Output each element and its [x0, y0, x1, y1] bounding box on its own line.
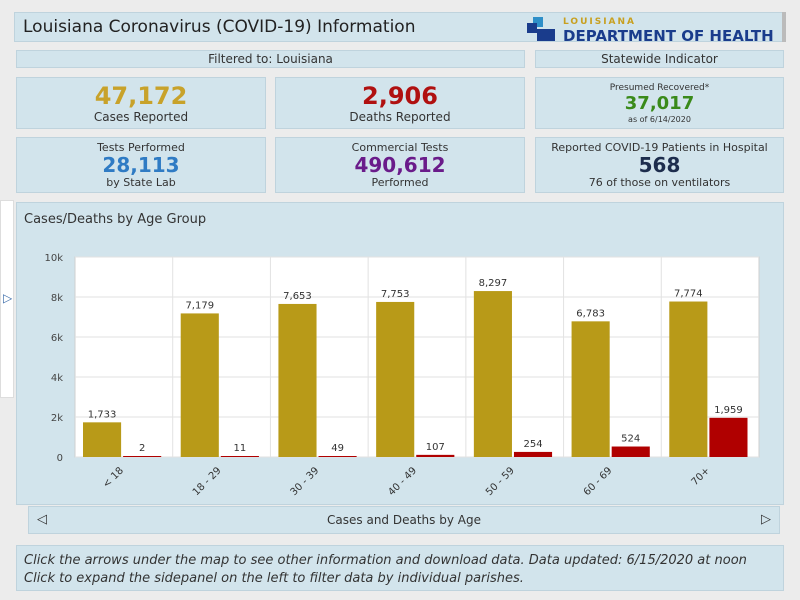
hospital-sublabel: 76 of those on ventilators	[588, 176, 731, 189]
chart-navigation-label: Cases and Deaths by Age	[327, 513, 481, 527]
x-tick-label: 30 - 39	[289, 465, 322, 498]
statewide-indicator-label: Statewide Indicator	[535, 50, 784, 68]
y-tick-label: 0	[57, 453, 63, 464]
cases-bar-label: 7,179	[185, 300, 214, 311]
commercial-sublabel: Performed	[371, 176, 429, 189]
deaths-bar-label: 2	[139, 443, 145, 454]
recovered-value: 37,017	[624, 92, 695, 114]
deaths-bar	[611, 446, 650, 457]
cases-bar-label: 7,653	[283, 291, 312, 302]
deaths-bar-label: 107	[426, 442, 445, 453]
recovered-date: as of 6/14/2020	[628, 114, 691, 124]
deaths-bar-label: 49	[331, 443, 344, 454]
y-tick-label: 10k	[44, 253, 63, 264]
hospital-card: Reported COVID-19 Patients in Hospital 5…	[535, 137, 784, 193]
x-tick-label: 50 - 59	[484, 465, 517, 498]
hospital-label: Reported COVID-19 Patients in Hospital	[551, 141, 768, 154]
plot-area	[74, 256, 760, 458]
x-tick-label: 18 - 29	[191, 465, 224, 498]
expand-sidepanel-icon[interactable]: ▷	[3, 291, 13, 305]
cases-bar	[180, 313, 219, 457]
deaths-bar	[318, 456, 357, 457]
deaths-bar-label: 1,959	[714, 405, 743, 416]
y-tick-label: 8k	[51, 293, 63, 304]
x-tick-label: 60 - 69	[582, 465, 615, 498]
tests-label: Tests Performed	[97, 141, 185, 154]
recovered-label: Presumed Recovered*	[609, 82, 710, 93]
state-tests-card: Tests Performed 28,113 by State Lab	[16, 137, 266, 193]
cases-bar-label: 8,297	[479, 278, 508, 289]
footer-info: Click the arrows under the map to see ot…	[16, 545, 784, 591]
deaths-bar	[513, 451, 553, 457]
filter-label: Filtered to: Louisiana	[16, 50, 525, 68]
cases-bar	[473, 291, 512, 457]
cases-value: 47,172	[94, 82, 188, 110]
cases-bar-label: 7,753	[381, 289, 410, 300]
scrollbar[interactable]	[782, 12, 786, 42]
y-tick-label: 6k	[51, 333, 63, 344]
cases-bar-label: 7,774	[674, 289, 703, 300]
deaths-bar	[709, 417, 748, 457]
previous-arrow-icon[interactable]: ◁	[37, 512, 47, 527]
logo-text-small: LOUISIANA	[563, 17, 637, 27]
commercial-value: 490,612	[354, 153, 446, 177]
deaths-bar	[220, 456, 259, 457]
x-tick-label: 70+	[690, 465, 713, 488]
ldh-logo: LOUISIANA DEPARTMENT OF HEALTH	[527, 15, 777, 43]
cases-bar	[83, 422, 122, 457]
cases-bar	[571, 321, 610, 457]
age-group-chart-panel: 0 2k 4k 6k 8k 10k 1,733 2 < 18 7,179 11 18 - 29 7,65…	[16, 202, 784, 505]
cases-bar	[376, 301, 415, 457]
sidepanel-toggle[interactable]: ▷	[0, 200, 14, 398]
deaths-value: 2,906	[362, 82, 438, 110]
commercial-tests-card: Commercial Tests 490,612 Performed	[275, 137, 525, 193]
cases-bar	[669, 301, 708, 457]
hospital-value: 568	[638, 153, 681, 177]
deaths-label: Deaths Reported	[349, 110, 451, 124]
ldh-logo-icon	[527, 17, 555, 41]
logo-text-big: DEPARTMENT OF HEALTH	[563, 27, 774, 43]
deaths-bar-label: 254	[523, 439, 542, 450]
cases-bar	[278, 303, 317, 457]
cases-bar-label: 6,783	[576, 308, 605, 319]
chart-navigation: ◁ Cases and Deaths by Age ▷	[28, 506, 780, 534]
next-arrow-icon[interactable]: ▷	[761, 512, 771, 527]
cases-label: Cases Reported	[93, 110, 189, 124]
deaths-bar	[416, 454, 455, 457]
deaths-card: 2,906 Deaths Reported	[275, 77, 525, 129]
tests-sublabel: by State Lab	[106, 176, 176, 189]
page-title: Louisiana Coronavirus (COVID-19) Informa…	[23, 17, 416, 37]
x-tick-label: < 18	[101, 465, 126, 490]
deaths-bar-label: 524	[621, 434, 640, 445]
y-tick-label: 4k	[51, 373, 63, 384]
title-bar: Louisiana Coronavirus (COVID-19) Informa…	[14, 12, 784, 43]
cases-card: 47,172 Cases Reported	[16, 77, 266, 129]
deaths-bar-label: 11	[234, 443, 247, 454]
commercial-label: Commercial Tests	[351, 141, 449, 154]
chart-title: Cases/Deaths by Age Group	[24, 212, 207, 227]
footer-line-1: Click the arrows under the map to see ot…	[24, 553, 747, 568]
age-group-chart: 0 2k 4k 6k 8k 10k 1,733 2 < 18 7,179 11 18 - 29 7,65…	[44, 253, 760, 498]
y-tick-label: 2k	[51, 413, 63, 424]
cases-bar-label: 1,733	[88, 409, 117, 420]
footer-line-2: Click to expand the sidepanel on the lef…	[24, 571, 524, 586]
tests-value: 28,113	[102, 153, 180, 177]
x-tick-label: 40 - 49	[386, 465, 419, 498]
recovered-card: Presumed Recovered* 37,017 as of 6/14/20…	[535, 77, 784, 129]
deaths-bar	[123, 456, 162, 457]
